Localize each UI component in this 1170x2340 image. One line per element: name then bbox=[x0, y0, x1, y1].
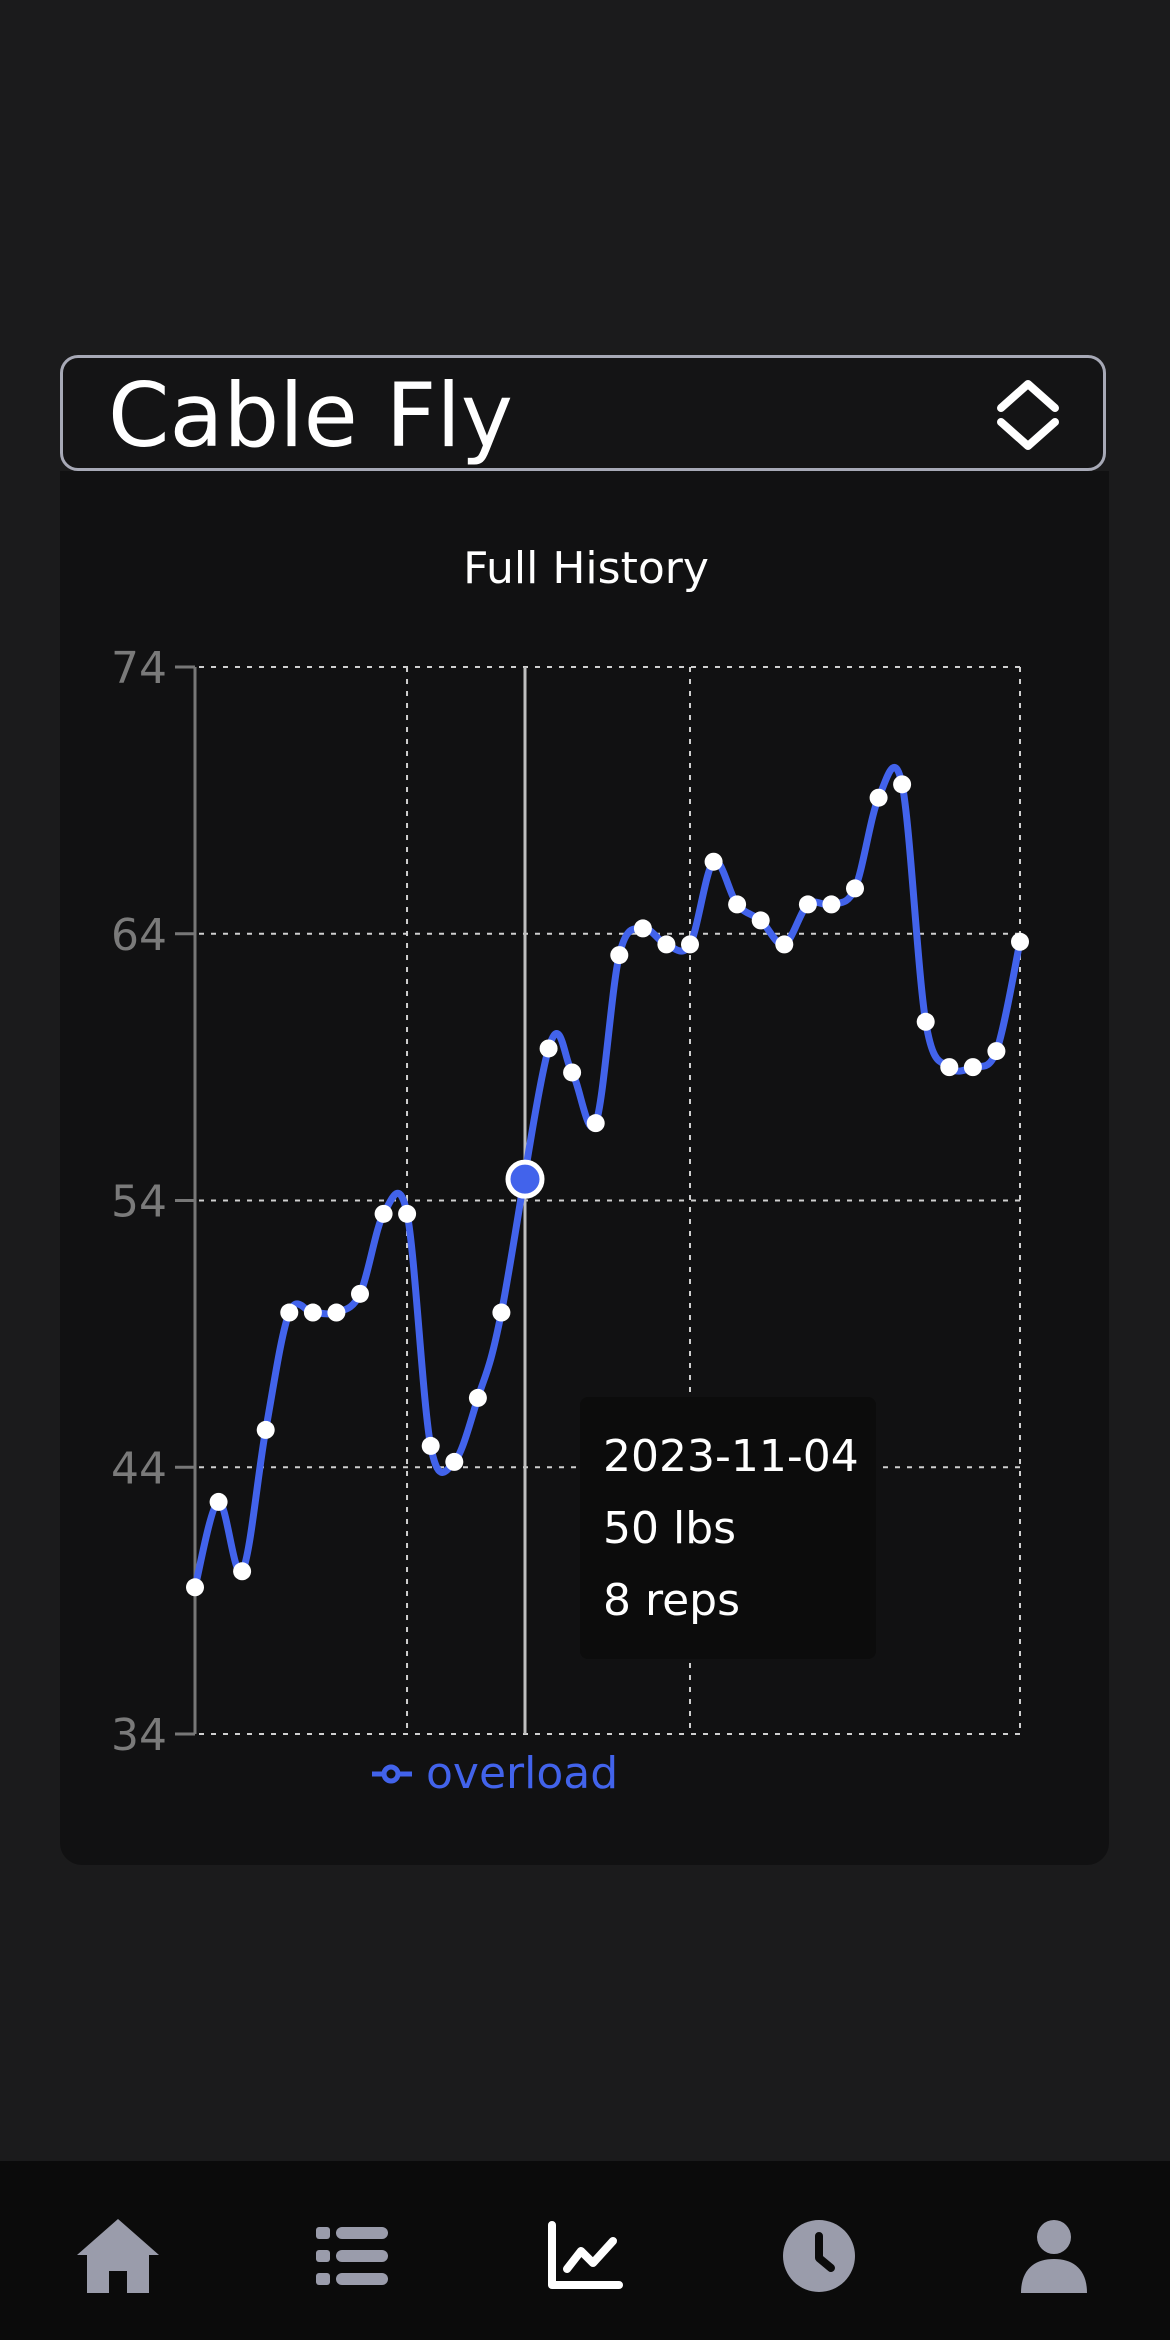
data-point bbox=[539, 1039, 558, 1058]
data-point bbox=[492, 1303, 511, 1322]
data-point bbox=[256, 1420, 275, 1439]
data-point bbox=[940, 1058, 959, 1077]
tooltip-date: 2023-11-04 bbox=[603, 1431, 859, 1482]
data-point bbox=[775, 935, 794, 954]
highlight-point bbox=[505, 1159, 545, 1199]
data-point bbox=[303, 1303, 322, 1322]
data-point bbox=[681, 935, 699, 954]
data-point bbox=[610, 946, 629, 965]
tooltip-box bbox=[580, 1397, 876, 1659]
data-point bbox=[633, 919, 652, 938]
data-point bbox=[445, 1452, 464, 1471]
y-tick-label: 74 bbox=[111, 643, 167, 694]
tooltip: 2023-11-04 50 lbs 8 reps bbox=[580, 1397, 876, 1659]
y-tick-label: 64 bbox=[111, 910, 167, 961]
chart-card: Full History 34 44 54 64 74 2023-11-04 50 lb… bbox=[60, 471, 1109, 1865]
data-point bbox=[468, 1388, 487, 1407]
tab-list[interactable] bbox=[307, 2211, 397, 2301]
exercise-selector[interactable]: Cable Fly bbox=[60, 355, 1106, 471]
data-point bbox=[351, 1284, 369, 1303]
chevron-up-down-icon bbox=[997, 380, 1059, 450]
y-tick-label: 44 bbox=[111, 1443, 167, 1494]
data-point bbox=[987, 1042, 1006, 1061]
clock-icon bbox=[783, 2220, 855, 2292]
data-point bbox=[186, 1578, 204, 1597]
y-tick-label: 34 bbox=[111, 1710, 167, 1761]
data-point bbox=[657, 935, 676, 954]
data-point bbox=[233, 1562, 252, 1581]
list-icon bbox=[316, 2227, 388, 2285]
user-icon bbox=[1021, 2220, 1087, 2293]
data-point bbox=[398, 1204, 417, 1223]
history-chart[interactable]: Full History 34 44 54 64 74 2023-11-04 50 lb… bbox=[60, 471, 1109, 1865]
chart-icon bbox=[548, 2221, 623, 2289]
data-point bbox=[209, 1492, 228, 1511]
y-tick-label: 54 bbox=[111, 1177, 167, 1228]
legend-label: overload bbox=[426, 1748, 618, 1799]
data-point bbox=[846, 879, 864, 898]
data-point bbox=[704, 852, 723, 871]
legend: overload bbox=[372, 1748, 618, 1799]
y-axis: 34 44 54 64 74 bbox=[111, 643, 197, 1761]
chart-title: Full History bbox=[463, 543, 709, 594]
data-point bbox=[728, 895, 747, 914]
tab-chart[interactable] bbox=[540, 2211, 630, 2301]
bottom-tab-bar bbox=[0, 2161, 1170, 2340]
data-point bbox=[798, 895, 817, 914]
tab-home[interactable] bbox=[73, 2211, 163, 2301]
data-point bbox=[586, 1114, 605, 1133]
data-point bbox=[327, 1303, 346, 1322]
tab-history[interactable] bbox=[774, 2211, 864, 2301]
data-point bbox=[963, 1058, 982, 1077]
series-layer bbox=[186, 764, 1029, 1597]
data-point bbox=[893, 775, 912, 794]
data-point bbox=[374, 1204, 393, 1223]
legend-marker bbox=[381, 1764, 401, 1784]
data-point bbox=[1011, 932, 1029, 951]
data-point bbox=[563, 1063, 582, 1082]
data-point bbox=[916, 1012, 935, 1031]
tooltip-weight: 50 lbs bbox=[603, 1503, 736, 1554]
home-icon bbox=[77, 2219, 159, 2293]
exercise-name: Cable Fly bbox=[108, 364, 513, 467]
data-point bbox=[822, 895, 841, 914]
tab-profile[interactable] bbox=[1009, 2211, 1099, 2301]
data-point bbox=[869, 788, 888, 807]
tooltip-reps: 8 reps bbox=[603, 1575, 740, 1626]
data-point bbox=[421, 1436, 440, 1455]
data-point bbox=[751, 911, 770, 930]
data-point bbox=[280, 1303, 299, 1322]
